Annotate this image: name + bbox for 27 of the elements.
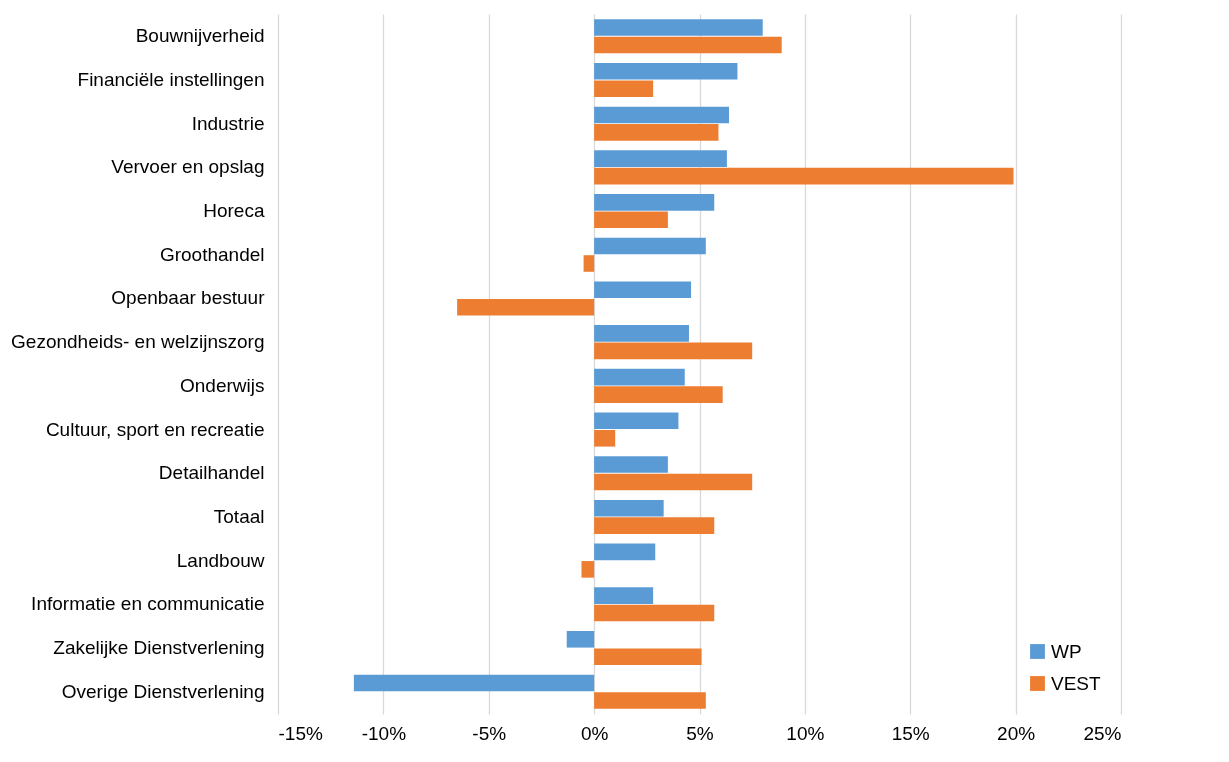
x-tick-label: 15%: [891, 722, 930, 744]
y-tick-label: Horeca: [203, 200, 265, 222]
y-tick-label: Onderwijs: [180, 374, 265, 396]
y-tick-label: Landbouw: [176, 549, 265, 571]
y-tick-label: Openbaar bestuur: [111, 287, 266, 309]
y-tick-label: Gezondheids- en welzijnszorg: [11, 331, 265, 353]
x-tick-label: -5%: [472, 722, 507, 744]
x-tick-label: -15%: [278, 722, 323, 744]
x-tick-label: 0%: [580, 722, 609, 744]
legend-label: WP: [1051, 640, 1082, 662]
y-tick-label: Informatie en communicatie: [31, 593, 265, 615]
y-tick-label: Vervoer en opslag: [111, 156, 265, 178]
x-tick-label: 25%: [1083, 722, 1122, 744]
legend-label: VEST: [1051, 672, 1102, 694]
x-tick-label: 10%: [786, 722, 825, 744]
y-tick-label: Groothandel: [159, 243, 265, 265]
x-tick-label: 20%: [997, 722, 1036, 744]
x-tick-label: -10%: [361, 722, 407, 744]
y-tick-label: Zakelijke Dienstverlening: [53, 637, 265, 659]
y-tick-label: Detailhandel: [158, 462, 265, 484]
y-tick-label: Financiële instellingen: [77, 68, 265, 90]
y-tick-label: Cultuur, sport en recreatie: [45, 418, 265, 440]
y-tick-label: Bouwnijverheid: [135, 25, 265, 47]
y-tick-label: Overige Dienstverlening: [61, 680, 265, 702]
y-tick-label: Totaal: [213, 505, 265, 527]
y-tick-label: Industrie: [191, 112, 265, 134]
x-tick-label: 5%: [686, 722, 714, 744]
